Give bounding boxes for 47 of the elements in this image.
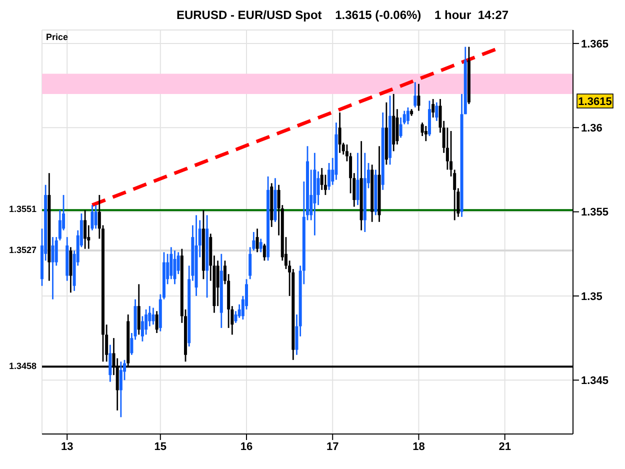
ref-line-label: 1.3527	[8, 244, 38, 256]
candlestick	[338, 112, 342, 154]
ref-line-label: 1.3551	[8, 204, 38, 216]
x-tick-label: 15	[154, 440, 167, 453]
candlestick	[108, 344, 112, 383]
candlestick	[328, 162, 331, 191]
candlestick	[435, 102, 438, 122]
ref-line-label: 1.3458	[8, 360, 38, 372]
candlestick	[406, 106, 410, 125]
chart-title: EURUSD - EUR/USD Spot 1.3615 (-0.06%) 1 hour 14:27	[175, 8, 510, 24]
candlestick	[170, 246, 173, 280]
y-tick-label: 1.355	[581, 206, 609, 219]
candlestick	[432, 98, 435, 118]
candlestick	[396, 108, 399, 146]
candlestick	[414, 81, 417, 108]
y-tick-label: 1.365	[581, 38, 609, 50]
candlestick	[417, 83, 420, 112]
y-tick-label: 1.35	[581, 290, 602, 303]
x-tick-label: 16	[240, 440, 253, 453]
candlestick	[94, 204, 98, 230]
x-tick-label: 17	[326, 440, 339, 453]
y-axis-title: Price	[46, 32, 68, 42]
candlestick	[399, 116, 402, 138]
candlestick	[173, 250, 176, 285]
candlestick	[420, 122, 424, 137]
y-tick-label: 1.36	[581, 122, 602, 135]
candlestick	[84, 209, 87, 250]
candlestick	[316, 170, 320, 206]
candlestick	[259, 238, 262, 253]
candlestick	[424, 125, 428, 142]
text: 1.3615	[578, 96, 612, 108]
candlestick	[51, 236, 54, 300]
candlestick	[155, 310, 158, 334]
candlestick	[356, 152, 360, 206]
candlestick	[216, 260, 220, 307]
candlestick	[152, 307, 155, 326]
y-tick-label: 1.345	[581, 375, 609, 388]
x-tick-label: 21	[498, 440, 511, 453]
x-tick-label: 18	[412, 440, 425, 453]
candlestick	[262, 243, 266, 262]
candlestick	[119, 360, 122, 418]
candlestick	[320, 167, 324, 191]
candlestick	[137, 283, 140, 336]
x-tick-label: 13	[60, 440, 74, 453]
candlestick	[238, 304, 241, 319]
candlestick	[90, 204, 94, 232]
candlestick	[256, 228, 259, 253]
